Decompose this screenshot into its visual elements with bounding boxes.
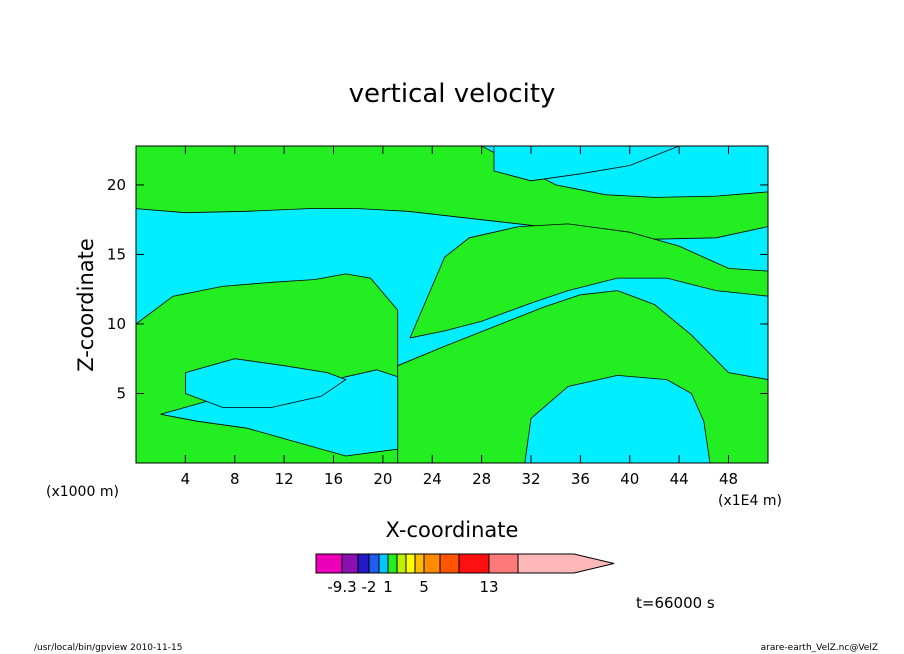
x-tick-label: 16 — [324, 470, 343, 488]
x-tick-label: 40 — [620, 470, 639, 488]
colorbar-swatch — [423, 553, 441, 574]
x-units-left-label: (x1000 m) — [46, 484, 119, 500]
x-tick-label: 4 — [181, 470, 191, 488]
x-tick-label: 44 — [670, 470, 689, 488]
colorbar-swatch — [488, 553, 519, 574]
colorbar-tick-label: 1 — [383, 578, 393, 596]
colorbar-swatch — [396, 553, 407, 574]
x-tick-label: 24 — [423, 470, 442, 488]
x-axis-label: X-coordinate — [386, 518, 519, 542]
y-tick-label: 5 — [116, 384, 126, 402]
colorbar-swatch — [405, 553, 416, 574]
colorbar-swatch — [387, 553, 398, 574]
colorbar-swatch-arrow — [517, 553, 615, 574]
x-tick-label: 12 — [275, 470, 294, 488]
x-tick-label: 36 — [571, 470, 590, 488]
colorbar-swatch — [341, 553, 359, 574]
colorbar-swatch — [357, 553, 370, 574]
y-axis-label: Z-coordinate — [74, 238, 98, 372]
x-tick-label: 8 — [230, 470, 240, 488]
colorbar: -9.3 -2 1 5 13 — [315, 553, 615, 596]
colorbar-tick-label: 5 — [419, 578, 429, 596]
y-tick-label: 20 — [107, 176, 126, 194]
colorbar-tick-label: 13 — [479, 578, 498, 596]
x-tick-label: 32 — [521, 470, 540, 488]
colorbar-swatch — [439, 553, 460, 574]
colorbar-tick-label: -9.3 — [327, 578, 356, 596]
time-label: t=66000 s — [636, 594, 715, 612]
x-tick-label: 48 — [719, 470, 738, 488]
colorbar-swatch — [315, 553, 343, 574]
negative-velocity-region-6 — [524, 374, 711, 464]
y-tick-label: 15 — [107, 245, 126, 263]
chart-title: vertical velocity — [349, 79, 556, 109]
x-units-right-label: (x1E4 m) — [718, 493, 782, 509]
colorbar-swatch — [414, 553, 425, 574]
colorbar-swatch — [368, 553, 380, 574]
plot-frame — [135, 145, 769, 464]
colorbar-tick-label: -2 — [362, 578, 377, 596]
colorbar-swatch — [458, 553, 490, 574]
footer-program-date: /usr/local/bin/gpview 2010-11-15 — [34, 643, 182, 653]
positive-velocity-region-1 — [409, 223, 769, 339]
x-tick-label: 28 — [472, 470, 491, 488]
footer-file-name: arare-earth_VelZ.nc@VelZ — [761, 643, 878, 653]
x-tick-label: 20 — [373, 470, 392, 488]
negative-velocity-region-5 — [184, 358, 347, 408]
colorbar-swatch — [378, 553, 389, 574]
y-tick-label: 10 — [107, 315, 126, 333]
